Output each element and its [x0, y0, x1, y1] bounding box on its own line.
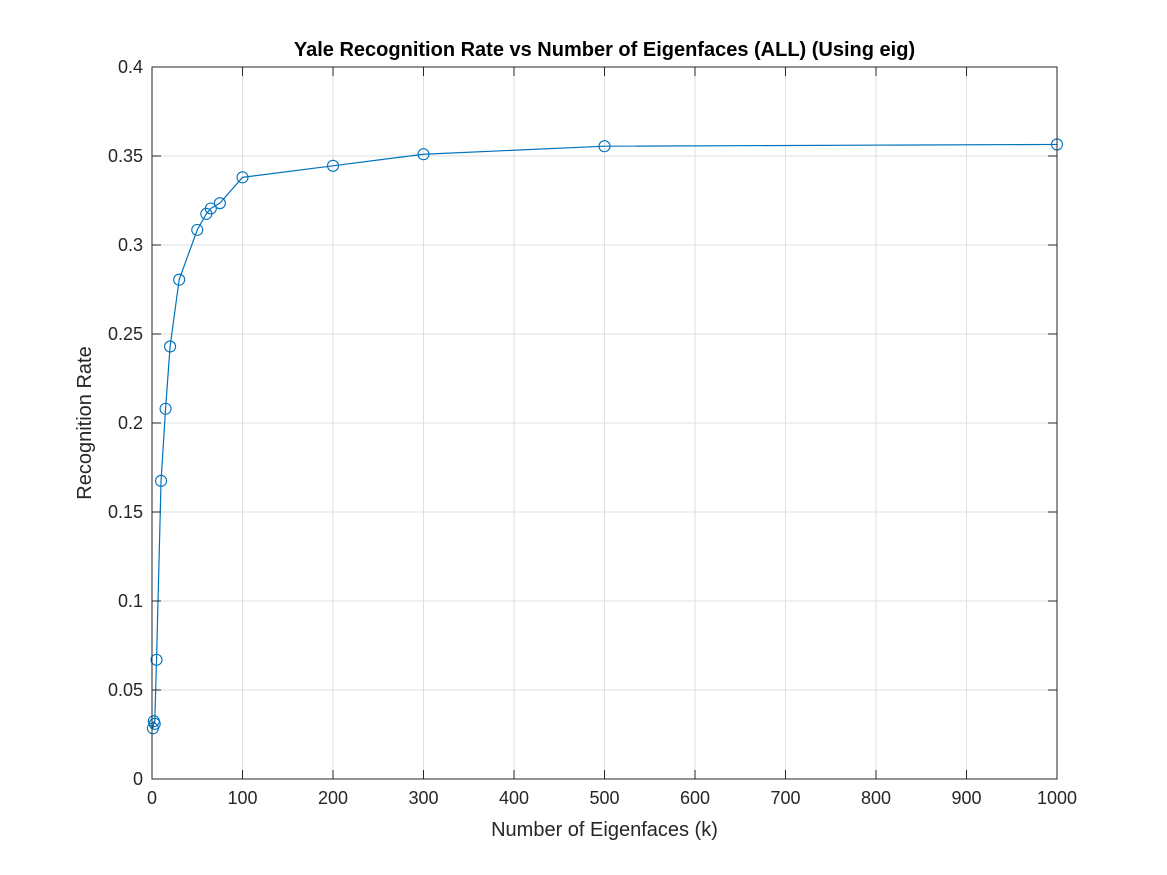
y-tick-label: 0.3 [118, 235, 143, 255]
y-tick-label: 0.25 [108, 324, 143, 344]
x-tick-label: 300 [408, 788, 438, 808]
y-tick-label: 0.1 [118, 591, 143, 611]
data-point-marker [417, 148, 430, 161]
data-point-marker [213, 197, 226, 210]
y-tick-label: 0.4 [118, 57, 143, 77]
axis-ticks: 0 100 200 300 400 500 600 700 800 900 1000 0 0.05 0.1… [108, 57, 1077, 808]
data-point-marker [236, 171, 249, 184]
data-point-marker [155, 474, 168, 487]
data-point-marker [159, 402, 172, 415]
x-tick-label: 1000 [1037, 788, 1077, 808]
data-point-marker [326, 159, 340, 172]
data-point-marker [173, 273, 186, 286]
x-tick-label: 100 [227, 788, 257, 808]
data-point-marker [598, 140, 611, 153]
x-tick-label: 700 [770, 788, 800, 808]
y-tick-label: 0.35 [108, 146, 143, 166]
data-series [146, 138, 1064, 735]
x-tick-label: 0 [147, 788, 157, 808]
x-tick-label: 400 [499, 788, 529, 808]
y-axis-label: Recognition Rate [74, 346, 96, 499]
data-point-marker [150, 653, 163, 666]
data-point-marker [164, 340, 177, 353]
chart-title: Yale Recognition Rate vs Number of Eigen… [294, 39, 915, 61]
grid-lines [152, 67, 1057, 779]
series-line [152, 143, 1058, 729]
y-tick-label: 0.15 [108, 502, 143, 522]
data-point-marker [148, 717, 161, 730]
x-tick-label: 800 [861, 788, 891, 808]
y-tick-label: 0 [133, 769, 143, 789]
x-axis-label: Number of Eigenfaces (k) [491, 819, 718, 841]
data-point-marker [204, 202, 217, 215]
x-tick-label: 200 [318, 788, 348, 808]
data-point-marker [191, 223, 204, 236]
y-tick-label: 0.2 [118, 413, 143, 433]
x-tick-label: 600 [680, 788, 710, 808]
y-tick-label: 0.05 [108, 680, 143, 700]
x-tick-label: 500 [589, 788, 619, 808]
x-tick-label: 900 [951, 788, 981, 808]
